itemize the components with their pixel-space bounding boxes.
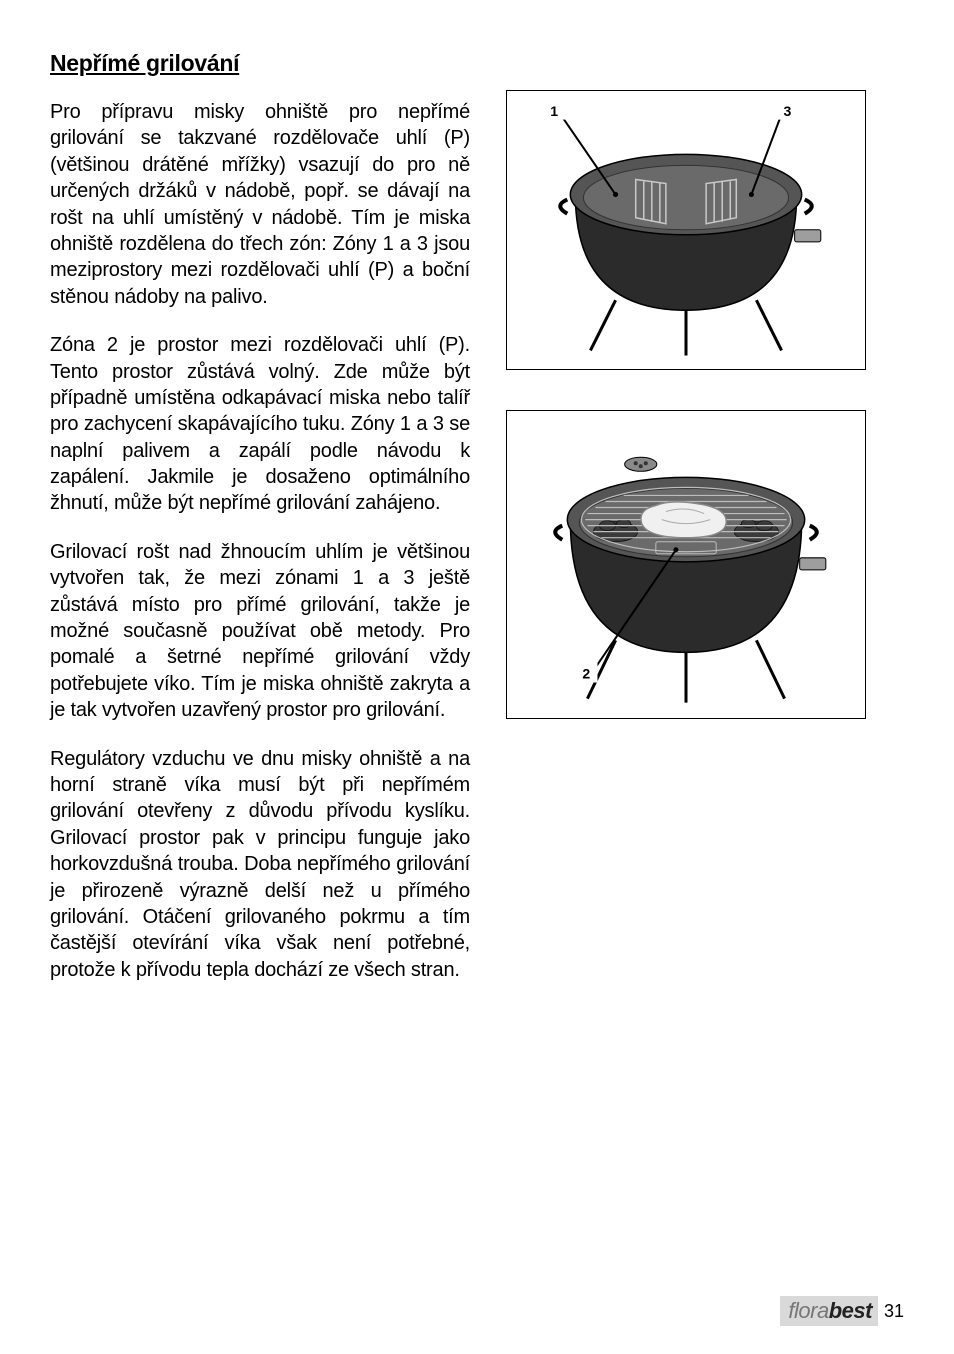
page-footer: florabest 31 bbox=[780, 1296, 904, 1326]
text-column: Nepřímé grilování Pro přípravu misky ohn… bbox=[50, 50, 470, 1005]
grill-open-icon: 1 3 bbox=[515, 99, 857, 361]
zone-2-label: 2 bbox=[582, 665, 590, 681]
figure-grill-with-food: 2 bbox=[506, 410, 866, 720]
zone-3-label: 3 bbox=[784, 103, 792, 119]
section-heading: Nepřímé grilování bbox=[50, 50, 470, 77]
page-content: Nepřímé grilování Pro přípravu misky ohn… bbox=[0, 0, 954, 1045]
paragraph-4: Regulátory vzduchu ve dnu misky ohniště … bbox=[50, 746, 470, 984]
page-number: 31 bbox=[884, 1301, 904, 1322]
paragraph-3: Grilovací rošt nad žhnoucím uhlím je vět… bbox=[50, 539, 470, 724]
zone-1-label: 1 bbox=[550, 103, 558, 119]
brand-logo: florabest bbox=[780, 1296, 878, 1326]
figure-open-grill: 1 3 bbox=[506, 90, 866, 370]
paragraph-2: Zóna 2 je prostor mezi rozdělovači uhlí … bbox=[50, 332, 470, 517]
paragraph-1: Pro přípravu misky ohniště pro nepřímé g… bbox=[50, 99, 470, 310]
grill-food-icon: 2 bbox=[515, 419, 857, 711]
brand-light: flora bbox=[788, 1298, 828, 1323]
brand-bold: best bbox=[829, 1298, 872, 1323]
image-column: 1 3 bbox=[506, 50, 866, 1005]
